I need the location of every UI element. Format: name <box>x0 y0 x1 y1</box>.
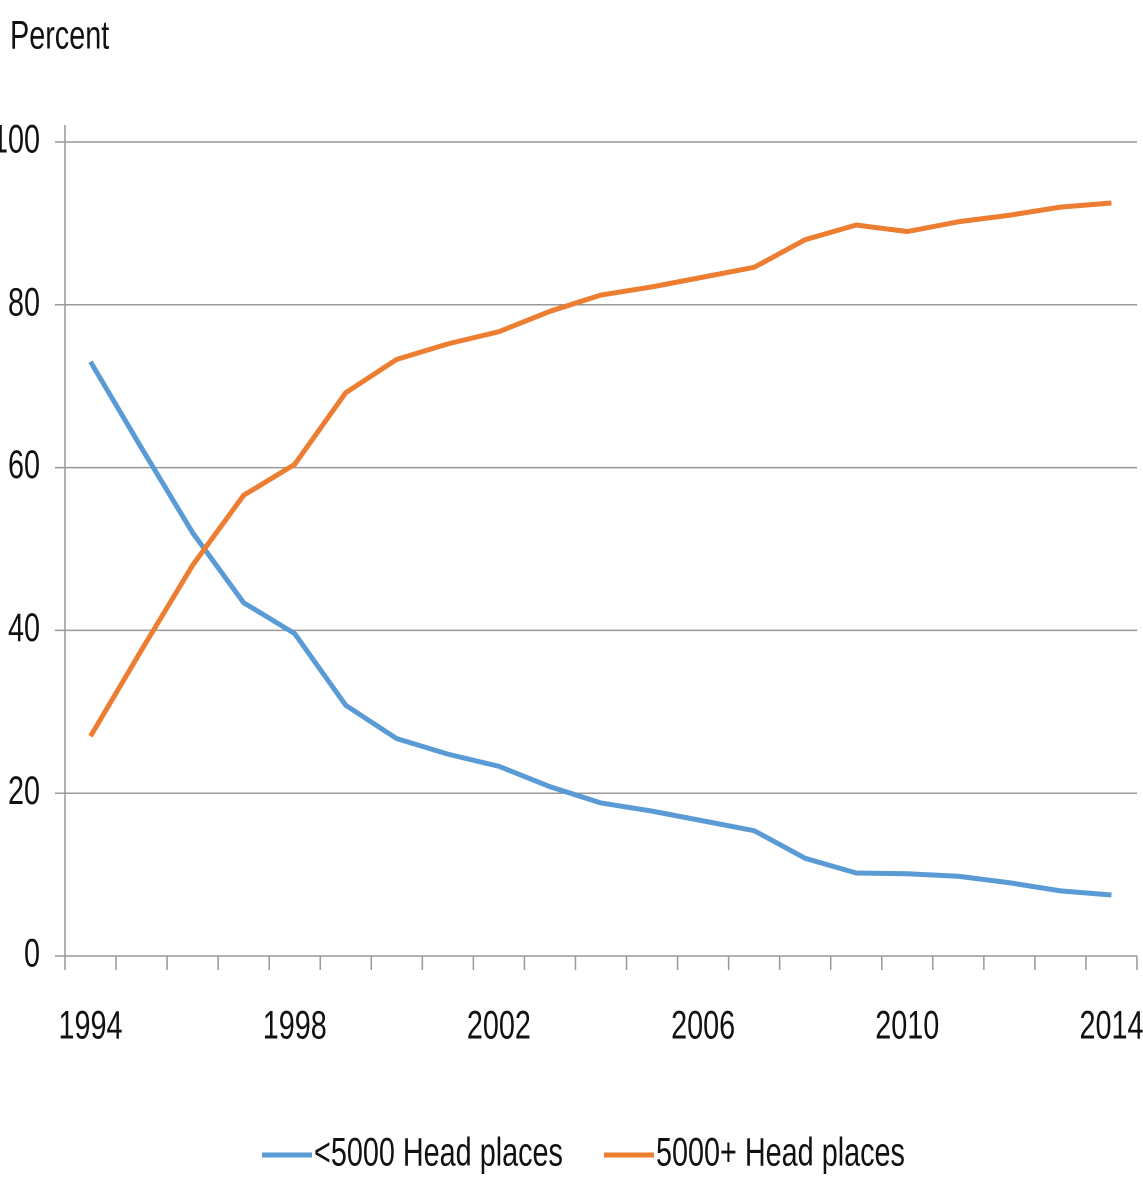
x-tick-label: 2010 <box>875 1003 939 1048</box>
x-tick-label: 2014 <box>1079 1003 1143 1048</box>
x-tick-label: 1998 <box>263 1003 327 1048</box>
legend-label: 5000+ Head places <box>656 1130 905 1175</box>
y-tick-label: 20 <box>8 768 40 813</box>
x-tick-label: 1994 <box>58 1003 122 1048</box>
x-tick-label: 2002 <box>467 1003 531 1048</box>
y-tick-label: 100 <box>0 117 40 162</box>
y-tick-label: 60 <box>8 443 40 488</box>
legend-label: <5000 Head places <box>314 1130 563 1175</box>
y-tick-label: 0 <box>24 931 40 976</box>
y-tick-label: 40 <box>8 605 40 650</box>
y-axis-label: Percent <box>10 13 109 58</box>
x-tick-label: 2006 <box>671 1003 735 1048</box>
series-line <box>88 200 1112 738</box>
y-tick-label: 80 <box>8 280 40 325</box>
series-line <box>88 360 1112 898</box>
